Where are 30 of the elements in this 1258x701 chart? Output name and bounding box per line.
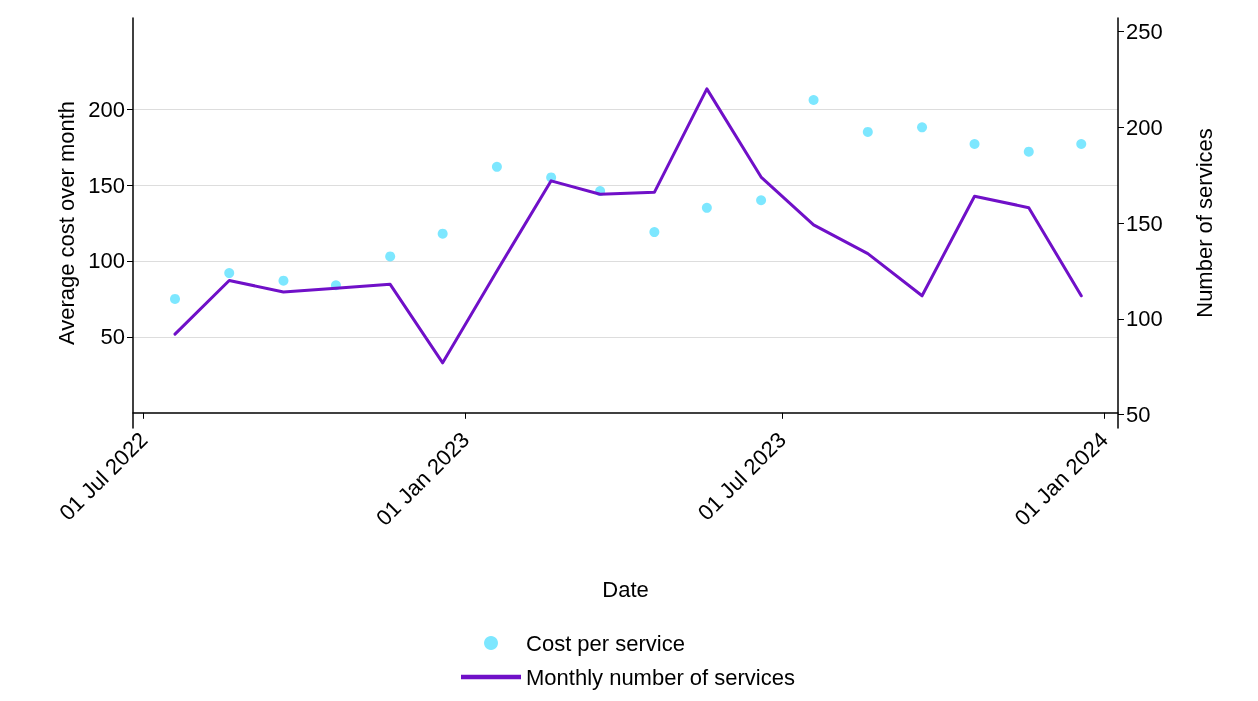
point <box>862 126 873 137</box>
point <box>491 161 502 172</box>
point <box>385 251 396 262</box>
line-series <box>173 87 1083 365</box>
x-axis-title: Date <box>602 576 649 602</box>
y-tick-label: 50 <box>100 324 125 350</box>
point <box>808 95 819 105</box>
point <box>437 228 448 239</box>
point <box>969 139 980 150</box>
y-tick-label: 100 <box>88 248 125 274</box>
point <box>224 268 235 279</box>
y2-tick-label: 200 <box>1126 114 1163 140</box>
point <box>1023 146 1034 157</box>
y2-tick-label: 250 <box>1126 18 1163 44</box>
y-tick-label: 150 <box>88 172 125 198</box>
point <box>917 122 928 133</box>
y2-axis-title: Number of services <box>1191 128 1217 318</box>
legend-label: Monthly number of services <box>526 664 795 690</box>
point <box>278 275 289 286</box>
legend-label: Cost per service <box>526 630 685 656</box>
point <box>170 293 180 304</box>
y-tick-label: 200 <box>88 96 125 122</box>
point <box>649 227 660 238</box>
y2-tick-label: 100 <box>1126 306 1163 332</box>
y-axis-title: Average cost over month <box>53 100 79 346</box>
point <box>1076 139 1087 150</box>
y2-tick-label: 50 <box>1126 402 1151 428</box>
point <box>701 202 712 213</box>
point <box>756 195 767 206</box>
y2-tick-label: 150 <box>1126 210 1163 236</box>
